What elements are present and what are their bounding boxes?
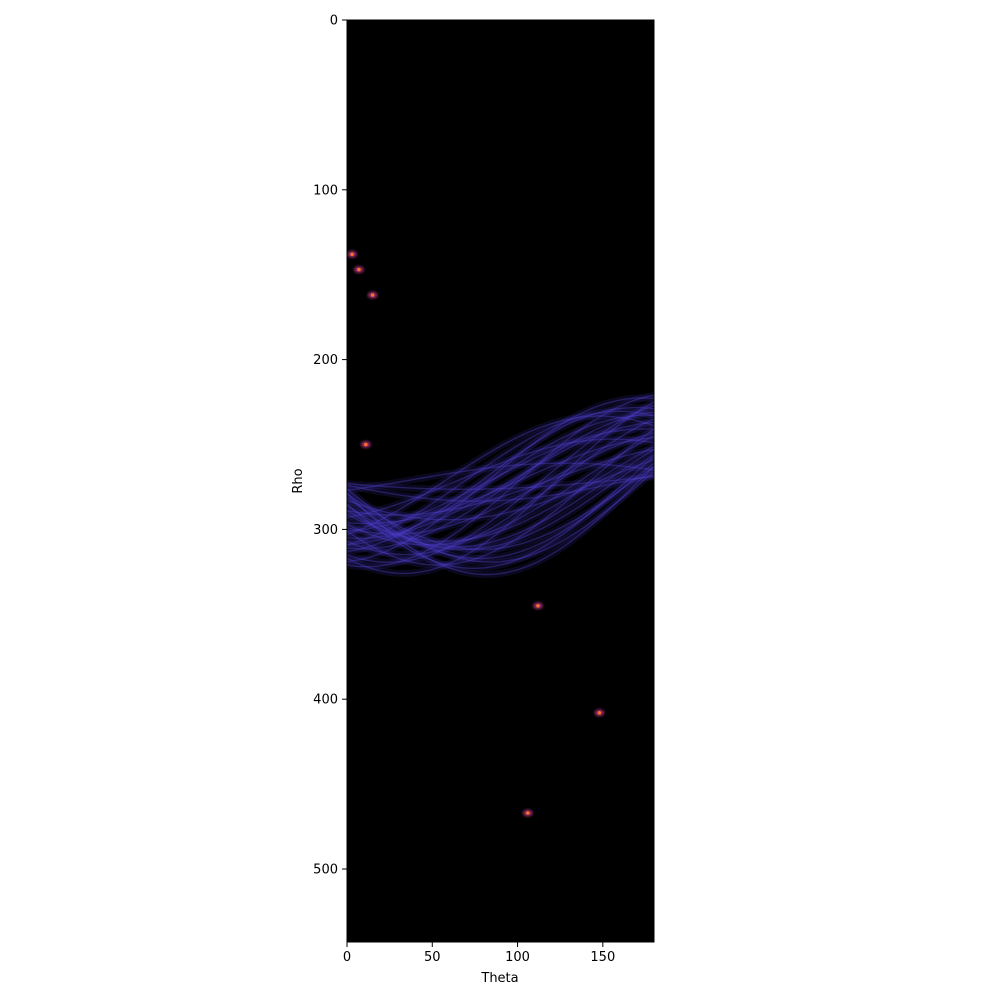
hough-curve	[347, 448, 654, 516]
hough-curve	[347, 428, 654, 532]
hough-curve-band	[347, 398, 654, 577]
hough-curve-band	[347, 412, 654, 538]
hough-curve	[347, 418, 654, 556]
x-axis: 0 50 100 150	[343, 942, 615, 965]
hough-curve	[347, 406, 654, 553]
accumulator-peak	[350, 252, 354, 257]
hough-curve-band	[347, 451, 654, 553]
hough-curve-band	[347, 459, 654, 494]
y-axis: 0 100 200 300 400 500	[313, 14, 347, 877]
hough-curve-band	[347, 415, 654, 559]
x-tick-label: 50	[424, 950, 441, 965]
hough-curve	[347, 449, 654, 548]
hough-curve-band	[347, 432, 654, 549]
accumulator-peak	[526, 811, 530, 815]
accumulator-peaks	[347, 250, 605, 817]
hough-curve-band	[347, 446, 654, 551]
hough-curve-band	[347, 463, 654, 553]
hough-curve-band	[347, 418, 654, 542]
accumulator-peak	[364, 442, 368, 447]
hough-curve	[347, 438, 654, 519]
hough-curve-band	[347, 411, 654, 549]
hough-curve-band	[347, 446, 654, 519]
hough-curve-band	[347, 426, 654, 569]
hough-curve	[347, 462, 654, 491]
hough-curve-band	[347, 394, 654, 566]
hough-curve-band	[347, 429, 654, 538]
hough-curve	[347, 445, 654, 543]
hough-curve	[347, 459, 654, 521]
y-tick-label: 0	[330, 14, 338, 29]
hough-curve-band	[347, 407, 654, 549]
hough-curve-band	[347, 434, 654, 527]
accumulator-peak	[357, 267, 361, 272]
hough-curves	[347, 391, 654, 578]
hough-curve	[347, 410, 654, 546]
hough-curve	[347, 462, 654, 560]
hough-curve	[347, 466, 654, 551]
hough-curve-band	[347, 471, 654, 505]
y-tick-label: 200	[313, 353, 338, 368]
hough-curve	[347, 414, 654, 546]
y-tick-label: 400	[313, 693, 338, 708]
hough-curve-band	[347, 435, 654, 521]
x-tick-label: 100	[505, 950, 530, 965]
hough-curve	[347, 421, 654, 539]
y-tick-label: 500	[313, 862, 338, 877]
hough-curve	[347, 474, 654, 502]
y-axis-label: Rho	[291, 468, 306, 493]
hough-curve	[347, 394, 654, 568]
hough-curve	[347, 454, 654, 551]
hough-curve-band	[347, 443, 654, 545]
hough-curve-band	[347, 460, 654, 562]
hough-curve	[347, 397, 654, 563]
x-tick-label: 150	[590, 950, 615, 965]
hough-curve	[347, 476, 654, 490]
plot-frame	[346, 19, 655, 943]
hough-curve	[347, 437, 654, 525]
hough-curve	[347, 404, 654, 563]
hough-curve-band	[347, 464, 654, 578]
x-axis-label: Theta	[480, 971, 518, 986]
hough-curve-band	[347, 468, 654, 566]
hough-curve-band	[347, 456, 654, 524]
accumulator-peak	[597, 711, 602, 715]
y-tick-label: 100	[313, 183, 338, 198]
hough-curve	[347, 471, 654, 563]
hough-curve	[347, 455, 654, 569]
hough-curve-band	[347, 391, 654, 571]
y-tick-label: 300	[313, 523, 338, 538]
hough-curve	[347, 431, 654, 535]
hough-curve	[347, 401, 654, 575]
hough-curve	[347, 466, 654, 576]
accumulator-peak	[370, 293, 375, 297]
hough-curve-band	[347, 453, 654, 572]
x-tick-label: 0	[343, 950, 351, 965]
hough-curve-band	[347, 402, 654, 566]
hough-curve-band	[347, 473, 654, 493]
hough-curve	[347, 428, 654, 566]
hough-curve	[347, 411, 654, 550]
hough-curve-band	[347, 408, 654, 553]
hough-curve	[347, 415, 654, 536]
plot-background	[347, 20, 654, 942]
accumulator-peak	[536, 604, 540, 608]
hough-curve-band	[347, 404, 654, 555]
hough-curve-band	[347, 425, 654, 535]
hough-curve	[347, 435, 654, 546]
